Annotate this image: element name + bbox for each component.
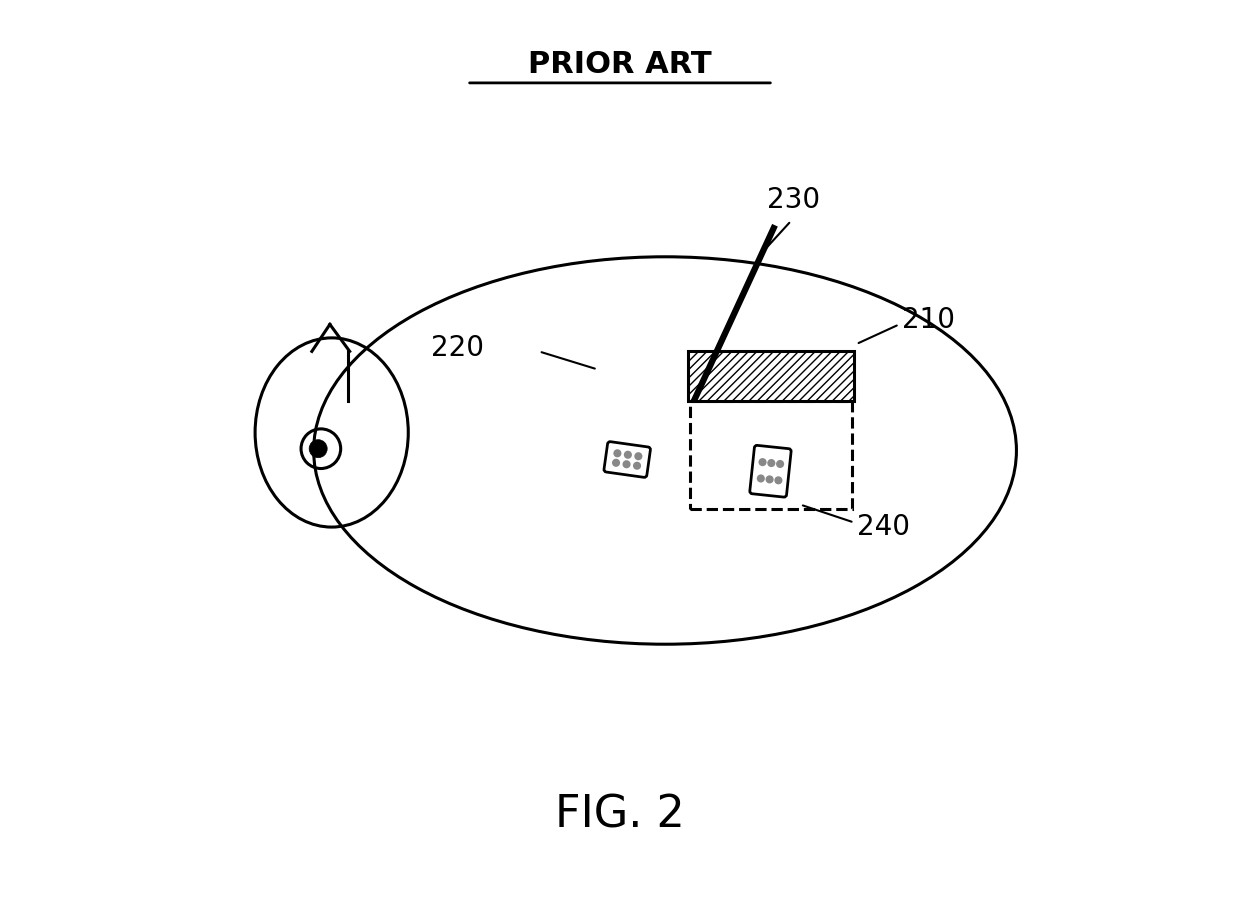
Circle shape [309, 440, 327, 458]
Bar [687, 351, 854, 401]
Circle shape [624, 450, 632, 459]
Text: 230: 230 [768, 186, 821, 214]
Text: PRIOR ART: PRIOR ART [528, 50, 712, 78]
Text: 220: 220 [430, 333, 484, 362]
Circle shape [613, 459, 620, 467]
Text: FIG. 2: FIG. 2 [556, 794, 684, 837]
Circle shape [765, 476, 774, 484]
Circle shape [776, 460, 784, 468]
Text: 210: 210 [901, 305, 955, 334]
Circle shape [756, 475, 765, 483]
Circle shape [635, 452, 642, 460]
FancyBboxPatch shape [604, 441, 651, 478]
FancyBboxPatch shape [750, 445, 791, 497]
Circle shape [774, 477, 782, 485]
Circle shape [759, 458, 766, 466]
Bar [691, 401, 852, 509]
Circle shape [768, 459, 775, 467]
Text: 240: 240 [857, 513, 910, 542]
Circle shape [622, 460, 631, 469]
Circle shape [632, 461, 641, 469]
Circle shape [614, 450, 621, 458]
